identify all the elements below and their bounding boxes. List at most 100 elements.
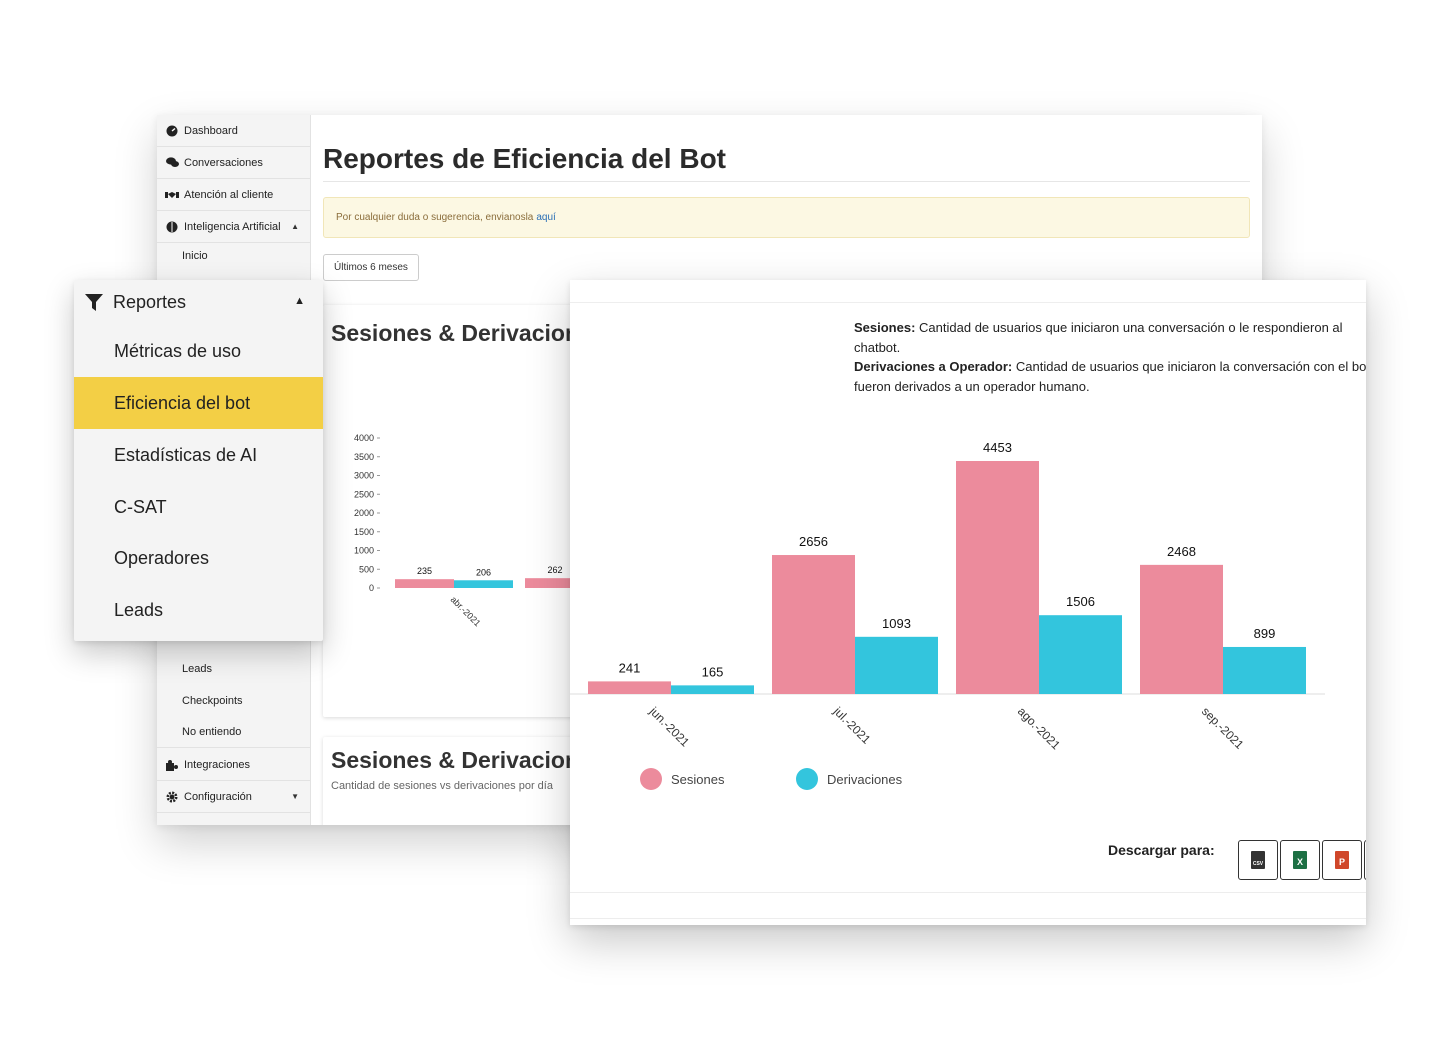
y-tick-label: 4000 (354, 433, 374, 443)
description-term: Sesiones: (854, 320, 916, 335)
data-label: 1506 (1066, 594, 1095, 609)
file-icon-letter: CSV (1252, 861, 1264, 867)
data-label: 235 (417, 566, 432, 576)
csv-file-icon: CSV (1251, 851, 1265, 869)
page-title: Reportes de Eficiencia del Bot (323, 143, 726, 174)
menu-item-label: Leads (114, 599, 164, 620)
sidebar-subitem-inicio[interactable]: Inicio (157, 240, 311, 272)
x-tick-label: jun.-2021 (646, 704, 692, 750)
sidebar-item-label: Integraciones (184, 758, 251, 771)
brain-icon (165, 221, 179, 233)
legend-item-derivaciones[interactable]: Derivaciones (796, 768, 902, 790)
menu-item-c-sat[interactable]: C-SAT (74, 481, 323, 533)
data-label: 1093 (882, 616, 911, 631)
excel-download-button[interactable]: X (1280, 840, 1320, 880)
description-derivaciones: Derivaciones a Operador: Cantidad de usu… (854, 357, 1366, 396)
reportes-menu: Reportes ▲ Métricas de uso Eficiencia de… (74, 280, 323, 641)
menu-item-label: C-SAT (114, 496, 167, 517)
dashboard-icon (165, 125, 179, 137)
menu-item-estadisticas-de-ai[interactable]: Estadísticas de AI (74, 429, 323, 481)
x-tick-label: jul.-2021 (830, 704, 873, 747)
date-range-button[interactable]: Últimos 6 meses (323, 254, 419, 281)
menu-item-label: Métricas de uso (114, 340, 242, 361)
bar-sesiones-2 (956, 461, 1039, 694)
bar-sesiones-3 (1140, 564, 1223, 694)
description-text: Cantidad de usuarios que iniciaron la co… (854, 359, 1366, 394)
legend-swatch-sesiones (640, 768, 662, 790)
y-tick-label: 1500 (354, 527, 374, 537)
puzzle-icon (165, 759, 179, 771)
x-tick-label: abr.-2021 (449, 594, 483, 628)
comments-icon (165, 157, 179, 169)
description-text: Cantidad de usuarios que iniciaron una c… (854, 320, 1343, 355)
description-term: Derivaciones a Operador: (854, 359, 1013, 374)
data-label: 2656 (799, 534, 828, 549)
menu-item-label: Eficiencia del bot (114, 392, 251, 413)
file-icon-letter: P (1338, 857, 1345, 867)
sidebar-item-atencion[interactable]: Atención al cliente (157, 179, 311, 211)
sidebar-item-inteligencia-artificial[interactable]: Inteligencia Artificial ▲ (157, 211, 311, 243)
sidebar-item-conversaciones[interactable]: Conversaciones (157, 147, 311, 179)
bar-derivaciones-3 (1223, 646, 1306, 694)
menu-item-eficiencia-del-bot[interactable]: Eficiencia del bot (74, 377, 323, 429)
caret-up-icon: ▲ (294, 295, 305, 307)
alert-link[interactable]: aquí (536, 212, 556, 223)
divider (570, 918, 1366, 919)
data-label: 262 (547, 565, 562, 575)
menu-item-metricas-de-uso[interactable]: Métricas de uso (74, 325, 323, 377)
bar-sesiones-0 (588, 681, 671, 694)
bar-derivaciones-2 (1039, 615, 1122, 694)
y-tick-label: 0 (369, 583, 374, 593)
filter-icon (85, 293, 103, 311)
data-label: 899 (1254, 626, 1276, 641)
more-download-button[interactable] (1364, 840, 1366, 880)
reportes-menu-label: Reportes (113, 291, 187, 312)
y-tick-label: 2500 (354, 489, 374, 499)
bar-sesiones-0 (395, 579, 454, 588)
chart-description: Sesiones: Cantidad de usuarios que inici… (854, 318, 1366, 396)
powerpoint-file-icon: P (1335, 851, 1349, 869)
y-tick-label: 500 (359, 564, 374, 574)
sidebar-item-label: Dashboard (184, 124, 238, 137)
sidebar-item-label: Conversaciones (184, 156, 263, 169)
sidebar-subitem-label: Checkpoints (182, 695, 243, 707)
data-label: 2468 (1167, 544, 1196, 559)
csv-download-button[interactable]: CSV (1238, 840, 1278, 880)
sidebar-item-dashboard[interactable]: Dashboard (157, 115, 311, 147)
sidebar-item-label: Configuración (184, 790, 252, 803)
panel-subtitle: Cantidad de sesiones vs derivaciones por… (331, 780, 553, 792)
divider (570, 892, 1366, 893)
caret-down-icon: ▼ (291, 792, 299, 801)
chart-legend: Sesiones Derivaciones (640, 768, 1040, 792)
powerpoint-download-button[interactable]: P (1322, 840, 1362, 880)
sidebar-subitem-checkpoints[interactable]: Checkpoints (157, 685, 311, 717)
x-tick-label: ago.-2021 (1015, 704, 1063, 752)
data-label: 4453 (983, 440, 1012, 455)
reportes-menu-header[interactable]: Reportes ▲ (74, 280, 323, 324)
y-tick-label: 2000 (354, 508, 374, 518)
sidebar-subitem-leads[interactable]: Leads (157, 653, 311, 685)
excel-file-icon: X (1293, 851, 1307, 869)
sidebar-item-label: Atención al cliente (184, 188, 274, 201)
gear-icon (165, 791, 179, 803)
alert-text: Por cualquier duda o sugerencia, enviano… (336, 212, 534, 223)
sidebar-subitem-label: Inicio (182, 250, 208, 262)
bar-sesiones-1 (772, 555, 855, 694)
menu-item-leads[interactable]: Leads (74, 584, 323, 636)
data-label: 241 (619, 660, 641, 675)
legend-item-sesiones[interactable]: Sesiones (640, 768, 724, 790)
legend-swatch-derivaciones (796, 768, 818, 790)
panel-title: Sesiones & Derivaciones (331, 747, 605, 773)
x-tick-label: sep.-2021 (1199, 704, 1247, 752)
y-tick-label: 3500 (354, 452, 374, 462)
menu-item-operadores[interactable]: Operadores (74, 532, 323, 584)
caret-up-icon: ▲ (291, 222, 299, 231)
sidebar-item-integraciones[interactable]: Integraciones (157, 749, 311, 781)
menu-item-label: Operadores (114, 547, 210, 568)
sidebar-subitem-label: Leads (182, 663, 212, 675)
panel-title: Sesiones & Derivaciones (331, 320, 605, 346)
legend-label: Derivaciones (827, 771, 903, 787)
sidebar-item-configuracion[interactable]: Configuración ▼ (157, 781, 311, 813)
divider (570, 302, 1366, 303)
sidebar-subitem-no-entiendo[interactable]: No entiendo (157, 716, 311, 748)
